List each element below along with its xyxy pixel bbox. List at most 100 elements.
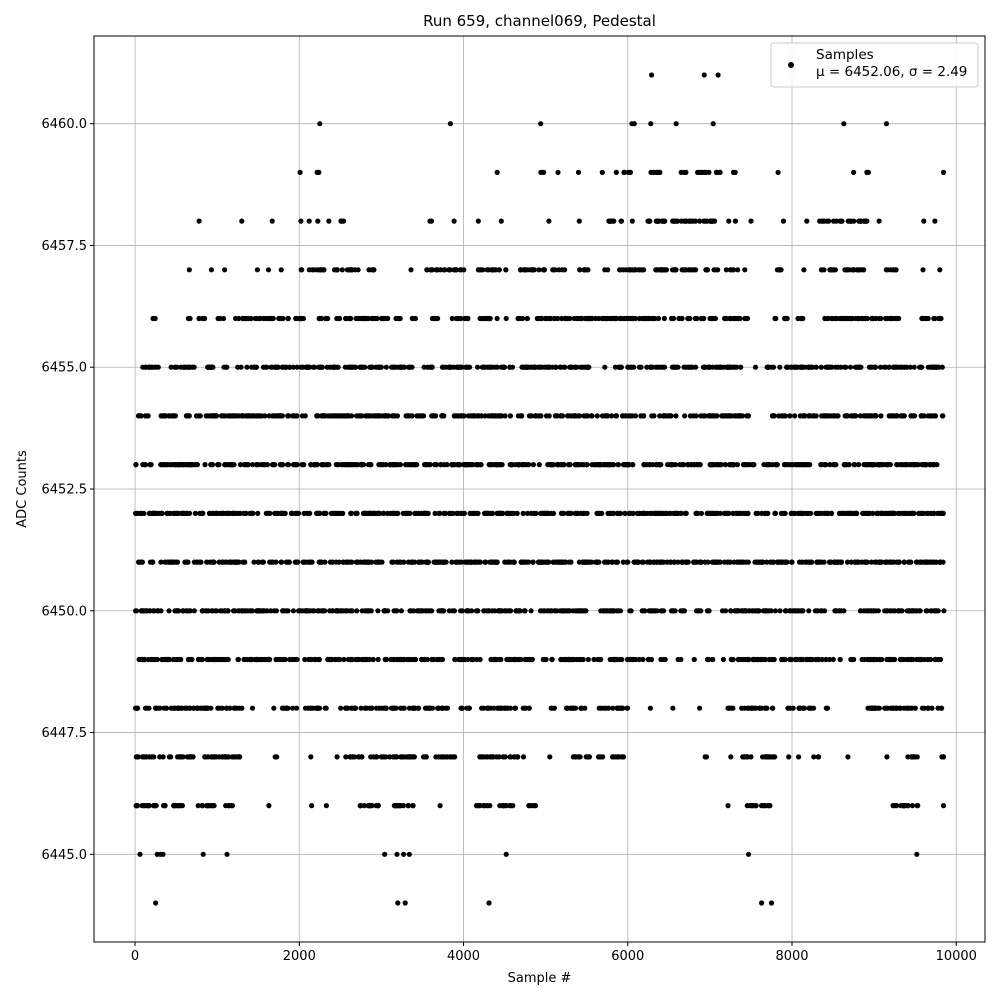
- data-point: [465, 413, 472, 419]
- data-point: [698, 559, 704, 565]
- data-point: [863, 608, 869, 614]
- data-point: [299, 267, 305, 273]
- data-point: [937, 267, 943, 273]
- data-point: [397, 315, 403, 322]
- data-point: [374, 315, 380, 322]
- data-point: [418, 510, 424, 516]
- data-point: [384, 510, 390, 516]
- data-point: [614, 705, 620, 711]
- data-point: [482, 803, 488, 809]
- data-point: [871, 462, 877, 468]
- data-point: [329, 608, 335, 614]
- data-point: [502, 608, 508, 614]
- data-point: [379, 559, 385, 565]
- data-point: [555, 169, 561, 175]
- data-point: [437, 510, 443, 516]
- data-point: [290, 705, 296, 711]
- data-point: [882, 510, 888, 516]
- data-point: [482, 315, 488, 322]
- data-point: [658, 510, 664, 516]
- data-point: [898, 462, 904, 468]
- data-point: [176, 656, 182, 663]
- data-point: [832, 559, 838, 565]
- data-point: [777, 608, 783, 614]
- data-point: [362, 705, 368, 711]
- data-point: [207, 559, 213, 565]
- data-point: [743, 559, 749, 565]
- data-point: [173, 462, 179, 468]
- data-point: [458, 510, 464, 516]
- data-point: [137, 851, 143, 857]
- data-point: [588, 413, 595, 419]
- data-point: [434, 656, 440, 663]
- data-point: [595, 510, 601, 516]
- data-point: [444, 705, 451, 711]
- data-point: [422, 608, 428, 614]
- data-point: [742, 608, 749, 614]
- data-point: [598, 656, 604, 663]
- data-point: [205, 413, 211, 419]
- data-point: [701, 72, 707, 78]
- data-point: [626, 413, 632, 419]
- data-point: [174, 510, 180, 516]
- data-point: [395, 510, 401, 516]
- data-point: [244, 364, 250, 370]
- data-point: [704, 656, 711, 663]
- data-point: [458, 705, 464, 711]
- data-point: [830, 315, 836, 322]
- data-point: [447, 364, 453, 370]
- data-point: [549, 656, 555, 663]
- data-point: [394, 851, 400, 857]
- data-point: [409, 413, 415, 419]
- data-point: [390, 559, 396, 565]
- data-point: [238, 364, 244, 370]
- data-point: [136, 656, 142, 663]
- data-point: [894, 462, 900, 468]
- data-point: [925, 705, 931, 711]
- data-point: [219, 413, 225, 419]
- data-point: [513, 754, 520, 760]
- data-point: [298, 218, 304, 224]
- data-point: [726, 218, 732, 224]
- data-point: [641, 510, 648, 516]
- data-point: [348, 510, 354, 516]
- data-point: [206, 656, 212, 663]
- data-point: [391, 705, 397, 711]
- data-point: [907, 364, 913, 370]
- data-point: [603, 608, 609, 614]
- data-point: [605, 705, 612, 711]
- data-point: [134, 705, 140, 711]
- data-point: [343, 315, 349, 322]
- data-point: [358, 559, 364, 565]
- data-point: [773, 315, 779, 322]
- data-point: [577, 315, 583, 322]
- data-point: [289, 510, 296, 516]
- data-point: [316, 656, 322, 663]
- data-point: [805, 559, 812, 565]
- data-point: [200, 608, 206, 614]
- data-point: [235, 656, 241, 663]
- data-point: [567, 364, 573, 370]
- data-point: [446, 608, 452, 614]
- data-point: [303, 364, 309, 370]
- data-point: [883, 364, 889, 370]
- data-point: [813, 364, 819, 370]
- data-point: [850, 315, 856, 322]
- data-point: [932, 218, 938, 224]
- data-point: [877, 364, 884, 370]
- data-point: [896, 559, 902, 565]
- data-point: [824, 218, 830, 224]
- data-point: [705, 364, 711, 370]
- data-point: [640, 608, 646, 614]
- data-point: [793, 656, 799, 663]
- data-point: [709, 315, 715, 322]
- data-point: [940, 803, 947, 809]
- data-point: [352, 267, 358, 273]
- data-point: [772, 510, 779, 516]
- data-point: [920, 267, 926, 273]
- data-point: [162, 803, 168, 809]
- data-point: [766, 803, 772, 809]
- data-point: [701, 218, 707, 224]
- data-point: [186, 267, 192, 273]
- data-point: [298, 364, 304, 370]
